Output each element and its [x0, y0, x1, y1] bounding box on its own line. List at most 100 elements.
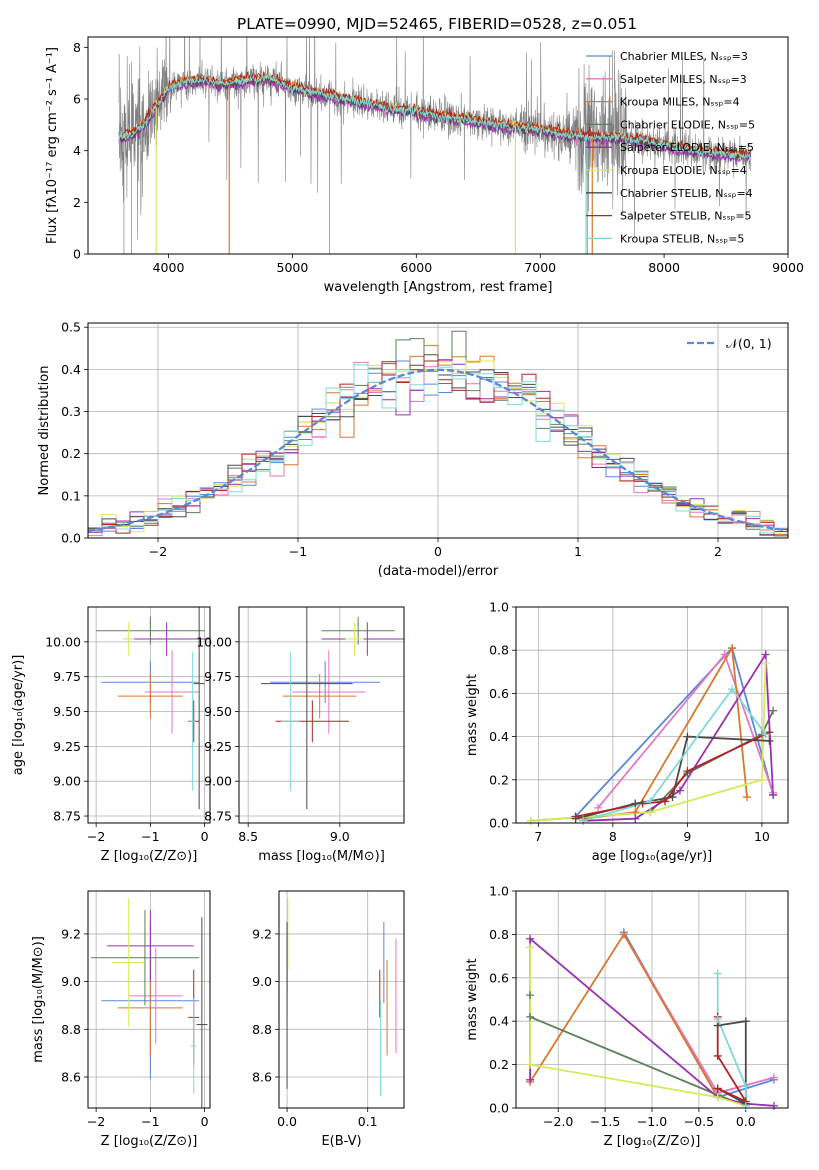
plot-area — [96, 607, 210, 810]
weight-line-kroupa_miles — [582, 645, 748, 820]
weight-marker-kroupa_stelib — [761, 730, 770, 739]
weight-marker-chabrier_elodie — [526, 1012, 535, 1021]
weight-marker-salpeter_miles — [593, 803, 602, 812]
weight-marker-salpeter_elodie — [631, 814, 640, 823]
y-tick-label: 0.2 — [489, 772, 509, 787]
x-tick-label: 8.5 — [238, 829, 258, 844]
y-tick-label: 2 — [73, 195, 81, 210]
y-axis-label: mass weight — [465, 958, 480, 1040]
y-tick-label: 8.6 — [252, 1070, 272, 1085]
x-tick-label: −1.5 — [590, 1114, 620, 1129]
weight-marker-kroupa_elodie — [526, 816, 535, 825]
axes-frame — [515, 606, 789, 824]
x-axis-label: Z [log₁₀(Z/Z⊙)] — [101, 1134, 198, 1149]
weight-marker-salpeter_miles — [720, 650, 729, 659]
y-tick-label: 1.0 — [489, 884, 509, 899]
figure-title: PLATE=0990, MJD=52465, FIBERID=0528, z=0… — [237, 15, 637, 33]
weight-marker-kroupa_elodie — [526, 943, 535, 952]
weight-marker-salpeter_elodie — [769, 790, 778, 799]
y-tick-label: 10.00 — [196, 634, 232, 649]
y-tick-label: 9.00 — [204, 774, 232, 789]
plot-area — [118, 37, 752, 254]
x-tick-label: 0.0 — [736, 1114, 756, 1129]
y-tick-label: 0.6 — [489, 970, 509, 985]
x-tick-label: 6000 — [400, 260, 432, 275]
x-tick-label: 1 — [574, 544, 582, 559]
weight-marker-kroupa_stelib — [728, 685, 737, 694]
legend-gaussian-label: 𝒩(0, 1) — [726, 336, 772, 351]
axes-z_vs_age: −2 −1 0 8.75 9.00 9.25 9.50 9.75 10.00 Z [log₁₀(Z… — [11, 606, 211, 864]
weight-marker-salpeter_stelib — [713, 1051, 722, 1060]
axes-frame — [87, 890, 211, 1109]
model-line-kroupa_stelib — [118, 73, 752, 161]
weight-marker-kroupa_stelib — [741, 1082, 750, 1091]
y-tick-label: 9.25 — [53, 739, 81, 754]
x-tick-label: 5000 — [277, 260, 309, 275]
plot-area — [286, 898, 397, 1097]
weight-line-kroupa_miles — [529, 932, 747, 1105]
gaussian-curve — [88, 368, 788, 532]
x-tick-label: 7000 — [524, 260, 556, 275]
x-axis-label: Z [log₁₀(Z/Z⊙)] — [101, 849, 198, 864]
x-axis-label: Z [log₁₀(Z/Z⊙)] — [604, 1134, 701, 1149]
x-tick-label: −2 — [87, 1114, 105, 1129]
x-tick-label: −1 — [141, 1114, 159, 1129]
weight-marker-kroupa_stelib — [713, 1015, 722, 1024]
weight-marker-kroupa_stelib — [646, 797, 655, 806]
weight-marker-salpeter_stelib — [661, 797, 670, 806]
y-tick-label: 9.00 — [53, 774, 81, 789]
x-tick-label: 4000 — [153, 260, 185, 275]
weight-marker-salpeter_elodie — [526, 1075, 535, 1084]
legend-label-salpeter_stelib: Salpeter STELIB, Nₛₛₚ=5 — [620, 210, 752, 223]
y-tick-label: 0.1 — [61, 488, 81, 503]
weight-marker-kroupa_stelib — [579, 816, 588, 825]
axes-spectrum: 4000 5000 6000 7000 8000 9000 0 2 4 6 8 wavelength … — [45, 36, 804, 295]
y-tick-label: 9.25 — [204, 739, 232, 754]
weight-line-salpeter_stelib — [716, 1016, 749, 1104]
y-tick-label: 9.50 — [53, 704, 81, 719]
y-tick-label: 1.0 — [489, 600, 509, 615]
x-tick-label: −0.5 — [684, 1114, 714, 1129]
y-tick-label: 9.2 — [61, 926, 81, 941]
weight-marker-salpeter_stelib — [713, 1084, 722, 1093]
y-tick-label: 8.75 — [53, 809, 81, 824]
legend-label-chabrier_elodie: Chabrier ELODIE, Nₛₛₚ=5 — [620, 118, 755, 131]
x-tick-label: 2 — [714, 544, 722, 559]
weight-marker-kroupa_miles — [619, 930, 628, 939]
y-tick-label: 0.4 — [489, 729, 509, 744]
legend-label-chabrier_miles: Chabrier MILES, Nₛₛₚ=3 — [620, 50, 748, 63]
axes-ebv_vs_mass: 0.0 0.1 8.6 8.8 9.0 9.2 E(B-V) — [252, 890, 405, 1149]
y-tick-label: 9.0 — [252, 974, 272, 989]
axes-frame — [515, 890, 789, 1109]
plot-area — [88, 330, 788, 537]
axes-frame — [87, 606, 211, 824]
weight-marker-kroupa_elodie — [761, 659, 770, 668]
weight-marker-kroupa_elodie — [646, 808, 655, 817]
y-tick-label: 10.00 — [45, 634, 81, 649]
weight-marker-chabrier_stelib — [683, 732, 692, 741]
y-tick-label: 0.2 — [61, 446, 81, 461]
y-tick-label: 9.2 — [252, 926, 272, 941]
x-tick-label: −1 — [141, 829, 159, 844]
y-tick-label: 0.0 — [61, 531, 81, 546]
weight-marker-chabrier_stelib — [631, 799, 640, 808]
y-tick-label: 8.8 — [252, 1022, 272, 1037]
x-tick-label: 0.0 — [277, 1114, 297, 1129]
y-tick-label: 8.8 — [61, 1022, 81, 1037]
y-axis-label: mass [log₁₀(M/M⊙)] — [31, 936, 46, 1063]
legend-label-kroupa_elodie: Kroupa ELODIE, Nₛₛₚ=4 — [620, 164, 747, 177]
y-tick-label: 0.8 — [489, 643, 509, 658]
y-tick-label: 0.0 — [489, 1101, 509, 1116]
weight-marker-salpeter_elodie — [526, 934, 535, 943]
x-axis-label: (data-model)/error — [378, 564, 499, 579]
y-tick-label: 0.2 — [489, 1057, 509, 1072]
axes-z_vs_weight: −2.0 −1.5 −1.0 −0.5 0.0 0.0 0.2 0.4 0.6 0.8 1.0 Z [… — [465, 884, 789, 1149]
legend-label-salpeter_elodie: Salpeter ELODIE, Nₛₛₚ=5 — [620, 141, 754, 154]
x-axis-label: E(B-V) — [321, 1134, 361, 1149]
y-tick-label: 0.4 — [61, 362, 81, 377]
weight-marker-kroupa_elodie — [526, 1060, 535, 1069]
x-tick-label: 9.0 — [330, 829, 350, 844]
weight-line-kroupa_stelib — [716, 973, 747, 1106]
y-tick-label: 4 — [73, 143, 81, 158]
